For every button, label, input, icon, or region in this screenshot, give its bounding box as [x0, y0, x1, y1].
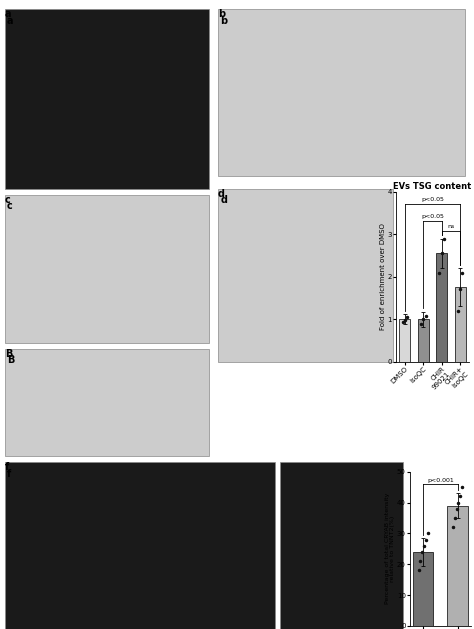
- Title: EVs TSG content: EVs TSG content: [393, 182, 472, 191]
- Bar: [418, 319, 429, 362]
- FancyBboxPatch shape: [5, 9, 209, 189]
- FancyBboxPatch shape: [218, 189, 393, 362]
- Text: B: B: [5, 349, 12, 359]
- Text: c: c: [5, 195, 10, 205]
- Text: a: a: [5, 9, 11, 19]
- Text: B: B: [7, 355, 15, 365]
- Text: f: f: [5, 462, 9, 472]
- FancyBboxPatch shape: [5, 349, 209, 456]
- Text: b: b: [220, 16, 228, 26]
- FancyBboxPatch shape: [218, 9, 465, 176]
- FancyBboxPatch shape: [5, 462, 275, 629]
- Text: p<0.001: p<0.001: [427, 477, 454, 482]
- Text: d: d: [218, 189, 225, 199]
- FancyBboxPatch shape: [5, 195, 209, 343]
- Bar: [455, 287, 465, 362]
- Text: ns: ns: [447, 224, 455, 229]
- Y-axis label: Percentage of total CRYAB intensity
relative to TNNT2(%): Percentage of total CRYAB intensity rela…: [385, 493, 395, 604]
- Bar: [447, 506, 468, 626]
- Text: c: c: [7, 201, 13, 211]
- FancyBboxPatch shape: [280, 462, 403, 629]
- Text: a: a: [7, 16, 14, 26]
- Text: d: d: [220, 195, 228, 205]
- Text: p<0.05: p<0.05: [421, 214, 444, 219]
- Text: p<0.05: p<0.05: [421, 197, 444, 202]
- Bar: [413, 552, 433, 626]
- Y-axis label: Fold of enrichment over DMSO: Fold of enrichment over DMSO: [380, 223, 386, 330]
- Text: f: f: [7, 469, 11, 479]
- Text: b: b: [218, 9, 225, 19]
- Bar: [436, 253, 447, 362]
- Bar: [400, 319, 410, 362]
